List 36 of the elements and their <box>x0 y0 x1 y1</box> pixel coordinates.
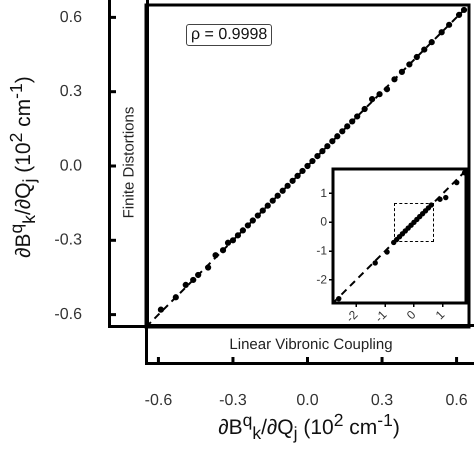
annotation: ρ = 0.9998 <box>186 24 272 46</box>
point <box>354 113 360 120</box>
y-tick-label: -2 <box>316 272 328 286</box>
x-tick-label: 0.3 <box>370 392 394 410</box>
y-tick-label: 0 <box>320 214 328 229</box>
text: Linear Vibronic Coupling <box>145 324 474 365</box>
point <box>362 106 368 112</box>
point <box>438 29 445 36</box>
x-tick-label: 0.6 <box>445 392 468 410</box>
point <box>260 207 266 214</box>
point <box>443 194 448 200</box>
point <box>421 46 428 53</box>
point <box>372 260 378 266</box>
point <box>224 240 232 246</box>
point <box>294 172 301 180</box>
x-tick-label: -0.6 <box>144 392 172 410</box>
point <box>158 306 164 313</box>
point <box>369 96 376 102</box>
y-tick-label: 0.6 <box>60 8 82 26</box>
x-tick-label: -0.3 <box>219 392 247 410</box>
point <box>456 12 462 18</box>
x-tick-label: -2 <box>343 307 361 326</box>
text: ∂B$^{q}$$_{k}$/∂Q$_{j}$ (10$^{2}$ cm$^{-1}$) <box>218 410 400 444</box>
y-tick-label: 0.0 <box>60 157 82 174</box>
x-tick-label: 1 <box>432 307 448 322</box>
point <box>319 148 326 154</box>
point <box>414 54 420 60</box>
x-tick-label: -1 <box>372 307 390 326</box>
y-tick-label: -1 <box>316 243 328 258</box>
point <box>182 282 189 288</box>
text: Finite Distortions <box>120 106 138 218</box>
y-tick-label: 1 <box>320 186 328 200</box>
x-tick-label: 0 <box>404 307 419 322</box>
y-tick-label: -0.3 <box>54 232 82 249</box>
y-tick-label: 0.3 <box>60 83 82 100</box>
point <box>234 232 242 238</box>
